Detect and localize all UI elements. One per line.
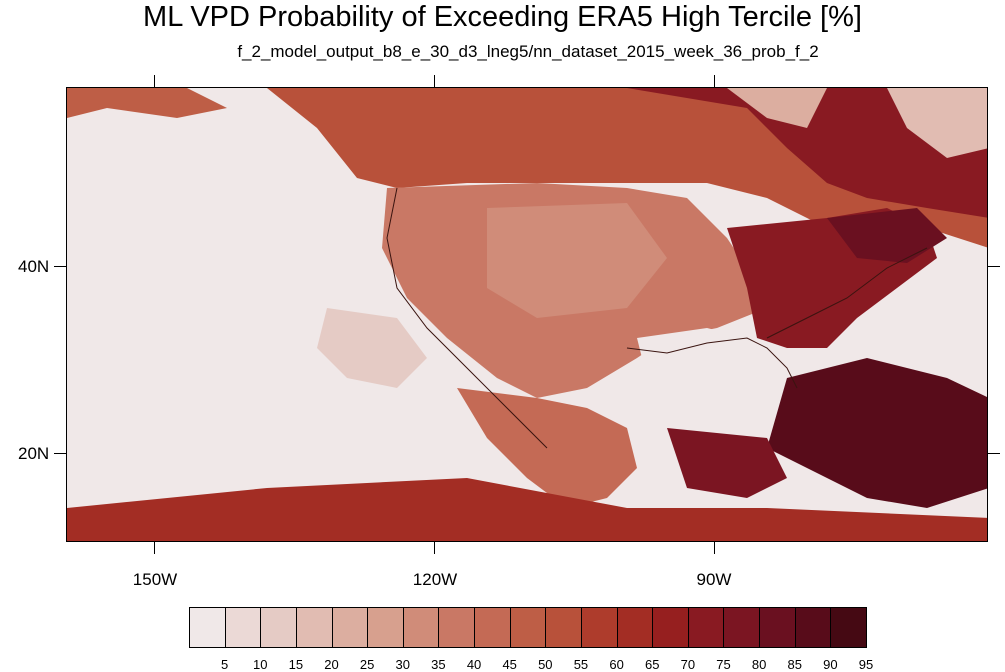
lon-label-90w: 90W: [696, 570, 732, 589]
colorbar-box: [509, 607, 547, 648]
colorbar-box: [794, 607, 832, 648]
colorbar-box: [580, 607, 618, 648]
labrador-light-patch: [887, 88, 987, 158]
colorbar-tick-label: 90: [823, 657, 838, 672]
colorbar-box: [224, 607, 262, 648]
figure-subtitle: f_2_model_output_b8_e_30_d3_lneg5/nn_dat…: [237, 42, 819, 61]
colorbar-tick-label: 65: [644, 657, 660, 672]
southern-band: [67, 478, 987, 541]
lon-tick-150-top: [154, 75, 155, 87]
lat-tick-20: [54, 453, 66, 454]
colorbar-tick-label: 45: [502, 657, 517, 672]
gulf-low-area: [637, 328, 787, 428]
central-america-high: [667, 428, 787, 498]
alaska-region: [67, 88, 227, 118]
colorbar: [189, 607, 867, 648]
lat-tick-40: [54, 266, 66, 267]
colorbar-box: [438, 607, 476, 648]
lon-label-120w: 120W: [412, 570, 458, 589]
west-coastline: [386, 187, 548, 449]
colorbar-tick-label: 15: [288, 657, 304, 672]
lat-tick-40-right: [988, 266, 1000, 267]
colorbar-box: [830, 607, 867, 648]
colorbar-box: [260, 607, 297, 648]
lon-label-150w: 150W: [132, 570, 178, 589]
colorbar-tick-label: 20: [324, 657, 339, 672]
northeast-us-max: [827, 208, 947, 263]
map-panel: [66, 87, 988, 542]
map-plot: [67, 88, 987, 541]
colorbar-tick-label: 5: [221, 657, 229, 672]
colorbar-tick-label: 60: [609, 657, 624, 672]
pacific-light-patch: [317, 308, 427, 388]
figure-title: ML VPD Probability of Exceeding ERA5 Hig…: [143, 1, 862, 33]
colorbar-tick-label: 55: [573, 657, 589, 672]
colorbar-box: [759, 607, 796, 648]
colorbar-tick-label: 80: [751, 657, 767, 672]
colorbar-tick-label: 70: [680, 657, 696, 672]
colorbar-box: [687, 607, 725, 648]
lat-label-40n: 40N: [18, 257, 50, 276]
colorbar-tick-label: 25: [359, 657, 375, 672]
colorbar-box: [295, 607, 333, 648]
colorbar-box: [616, 607, 654, 648]
colorbar-box: [474, 607, 511, 648]
lat-tick-20-right: [988, 453, 1000, 454]
lon-tick-120: [434, 542, 435, 554]
colorbar-tick-label: 40: [466, 657, 482, 672]
colorbar-box: [545, 607, 582, 648]
colorbar-box: [367, 607, 404, 648]
lon-tick-150: [154, 542, 155, 554]
colorbar-tick-label: 30: [395, 657, 411, 672]
plains-light-field: [487, 203, 667, 318]
colorbar-tick-label: 85: [787, 657, 802, 672]
colorbar-box: [652, 607, 689, 648]
colorbar-tick-label: 10: [253, 657, 268, 672]
colorbar-box: [189, 607, 226, 648]
caribbean-max: [767, 358, 987, 508]
lon-tick-120-top: [434, 75, 435, 87]
colorbar-box: [331, 607, 369, 648]
northeast-canada-high: [627, 88, 987, 218]
lat-label-20n: 20N: [18, 444, 50, 463]
colorbar-tick-label: 50: [538, 657, 553, 672]
colorbar-tick-label: 95: [858, 657, 874, 672]
lon-tick-90: [714, 542, 715, 554]
lon-tick-90-top: [714, 75, 715, 87]
colorbar-tick-label: 75: [716, 657, 731, 672]
east-coastline: [766, 247, 928, 339]
gulf-coastline: [626, 337, 798, 389]
colorbar-box: [402, 607, 440, 648]
canada-light-patch: [727, 88, 827, 128]
colorbar-box: [723, 607, 761, 648]
colorbar-tick-label: 35: [431, 657, 446, 672]
